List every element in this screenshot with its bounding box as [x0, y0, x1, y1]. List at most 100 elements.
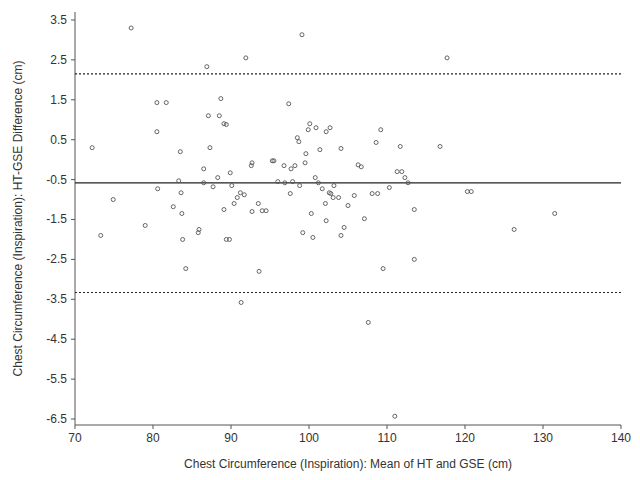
data-point — [328, 126, 332, 130]
data-point — [287, 102, 291, 106]
y-tick-label: -6.5 — [46, 412, 67, 426]
reference-line — [75, 73, 621, 74]
data-point — [303, 161, 307, 165]
data-point — [300, 33, 304, 37]
data-point — [301, 231, 305, 235]
data-point — [143, 223, 147, 227]
data-point — [206, 114, 210, 118]
data-point — [216, 176, 220, 180]
data-point — [232, 202, 236, 206]
y-tick-label: 2.5 — [50, 53, 67, 67]
data-point — [324, 130, 328, 134]
data-point — [164, 101, 168, 105]
data-point — [324, 219, 328, 223]
data-point — [283, 181, 287, 185]
y-tick-label: -2.5 — [46, 252, 67, 266]
x-tick-label: 90 — [224, 431, 238, 445]
data-point — [239, 300, 243, 304]
data-point — [512, 227, 516, 231]
data-point — [205, 65, 209, 69]
data-point — [155, 101, 159, 105]
data-point — [202, 181, 206, 185]
data-point — [219, 97, 223, 101]
data-point — [308, 122, 312, 126]
data-point — [227, 237, 231, 241]
data-point — [337, 196, 341, 200]
data-point — [331, 196, 335, 200]
data-point — [304, 152, 308, 156]
x-tick — [621, 425, 622, 429]
data-point — [379, 128, 383, 132]
y-tick-label: -0.5 — [46, 173, 67, 187]
y-tick — [71, 379, 75, 380]
y-tick — [71, 59, 75, 60]
data-point — [332, 184, 336, 188]
data-point — [276, 180, 280, 184]
data-point — [342, 225, 346, 229]
plot-area — [75, 26, 621, 418]
y-tick — [71, 419, 75, 420]
data-point — [311, 235, 315, 239]
data-point — [314, 126, 318, 130]
data-point — [346, 204, 350, 208]
data-point — [366, 320, 370, 324]
data-point — [298, 184, 302, 188]
data-point — [320, 187, 324, 191]
reference-line — [75, 182, 621, 183]
data-point — [323, 202, 327, 206]
data-point — [412, 208, 416, 212]
data-point — [376, 192, 380, 196]
data-point — [111, 198, 115, 202]
y-tick-label: -1.5 — [46, 212, 67, 226]
data-point — [465, 190, 469, 194]
x-tick-label: 140 — [611, 431, 631, 445]
data-point — [398, 144, 402, 148]
reference-line — [75, 292, 621, 293]
data-point — [339, 146, 343, 150]
data-point — [329, 192, 333, 196]
data-point — [469, 190, 473, 194]
x-tick-label: 100 — [299, 431, 319, 445]
data-point — [316, 181, 320, 185]
data-point — [370, 192, 374, 196]
data-point — [395, 170, 399, 174]
x-tick — [387, 425, 388, 429]
data-point — [309, 212, 313, 216]
data-point — [306, 128, 310, 132]
data-point — [156, 187, 160, 191]
data-point — [184, 267, 188, 271]
data-point — [339, 233, 343, 237]
data-point — [211, 185, 215, 189]
data-point — [155, 130, 159, 134]
data-point — [181, 237, 185, 241]
data-point — [260, 209, 264, 213]
chart: 3.52.51.50.5-0.5-1.5-2.5-3.5-4.5-5.5-6.5… — [0, 0, 640, 480]
x-tick — [153, 425, 154, 429]
data-point — [228, 171, 232, 175]
x-tick-label: 110 — [377, 431, 396, 445]
data-point — [178, 150, 182, 154]
y-tick — [71, 299, 75, 300]
data-point — [553, 212, 557, 216]
data-point — [250, 210, 254, 214]
y-tick — [71, 179, 75, 180]
x-axis-line — [75, 425, 621, 426]
y-tick-label: -3.5 — [46, 292, 67, 306]
x-axis-label: Chest Circumference (Inspiration): Mean … — [184, 457, 512, 471]
data-point — [272, 159, 276, 163]
y-tick — [71, 259, 75, 260]
data-point — [293, 164, 297, 168]
data-point — [393, 414, 397, 418]
x-tick — [75, 425, 76, 429]
data-point — [282, 164, 286, 168]
data-point — [99, 233, 103, 237]
x-tick-label: 120 — [455, 431, 475, 445]
data-point — [208, 146, 212, 150]
x-tick-label: 130 — [533, 431, 553, 445]
data-point — [250, 161, 254, 165]
data-point — [445, 56, 449, 60]
x-tick — [231, 425, 232, 429]
y-tick-label: -5.5 — [46, 372, 67, 386]
x-tick-label: 80 — [146, 431, 160, 445]
data-point — [297, 140, 301, 144]
